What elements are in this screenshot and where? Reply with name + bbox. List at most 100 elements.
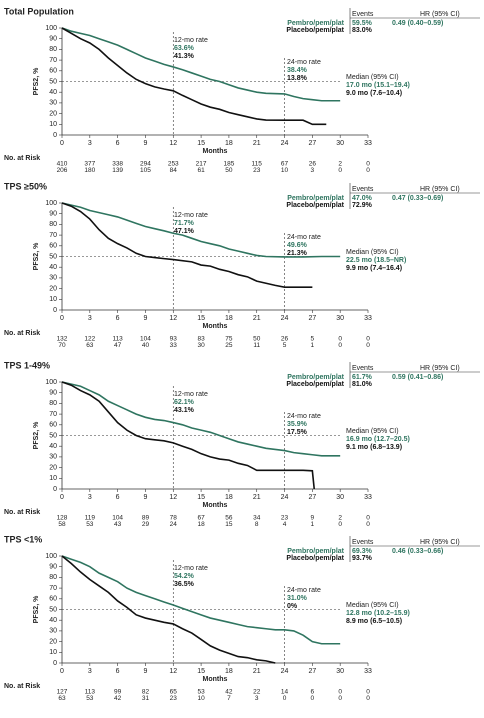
- risk-count: 10: [197, 695, 205, 702]
- x-tick-label: 21: [253, 140, 261, 147]
- x-tick-label: 30: [336, 494, 344, 501]
- x-tick-label: 21: [253, 668, 261, 675]
- rate-12-label: 12-mo rate: [174, 37, 208, 44]
- y-tick-label: 60: [49, 243, 57, 250]
- risk-count: 206: [57, 167, 68, 174]
- hr-value: 0.49 (0.40–0.59): [392, 20, 443, 27]
- x-tick-label: 27: [308, 494, 316, 501]
- risk-count: 0: [338, 336, 342, 343]
- x-tick-label: 9: [144, 140, 148, 147]
- x-tick-label: 30: [336, 315, 344, 322]
- risk-label: No. at Risk: [4, 683, 40, 690]
- risk-count: 70: [58, 342, 66, 349]
- hr-value: 0.59 (0.41–0.86): [392, 374, 443, 381]
- risk-count: 67: [281, 161, 289, 168]
- risk-count: 0: [338, 695, 342, 702]
- risk-count: 26: [309, 161, 317, 168]
- legend-entry: Placebo/pem/plat: [286, 27, 344, 34]
- x-tick-label: 24: [281, 494, 289, 501]
- risk-label: No. at Risk: [4, 155, 40, 162]
- risk-count: 0: [338, 521, 342, 528]
- risk-count: 5: [311, 336, 315, 343]
- events-header: Events: [352, 11, 374, 18]
- x-axis-label: Months: [203, 148, 228, 155]
- rate-24-value: 35.9%: [287, 421, 308, 428]
- x-tick-label: 0: [60, 668, 64, 675]
- y-tick-label: 20: [49, 110, 57, 117]
- x-tick-label: 12: [169, 140, 177, 147]
- risk-count: 26: [281, 336, 289, 343]
- risk-count: 410: [57, 161, 68, 168]
- hr-header: HR (95% CI): [420, 365, 460, 372]
- risk-count: 11: [253, 342, 260, 349]
- legend-entry: Pembro/pem/plat: [287, 195, 344, 202]
- x-tick-label: 0: [60, 140, 64, 147]
- median-value: 8.9 mo (6.5–10.5): [346, 618, 402, 625]
- legend-entry: Placebo/pem/plat: [286, 381, 344, 388]
- events-value: 59.5%: [352, 20, 373, 27]
- y-tick-label: 0: [53, 486, 57, 493]
- risk-count: 253: [168, 161, 179, 168]
- risk-count: 10: [281, 167, 289, 174]
- y-tick-label: 60: [49, 422, 57, 429]
- risk-count: 185: [223, 161, 234, 168]
- risk-count: 23: [281, 515, 289, 522]
- legend-entry: Pembro/pem/plat: [287, 20, 344, 27]
- legend-entry: Pembro/pem/plat: [287, 374, 344, 381]
- rate-24-value: 49.6%: [287, 242, 308, 249]
- x-tick-label: 15: [197, 668, 205, 675]
- rate-12-label: 12-mo rate: [174, 391, 208, 398]
- events-value: 47.0%: [352, 195, 373, 202]
- risk-count: 42: [114, 695, 122, 702]
- risk-count: 0: [366, 167, 370, 174]
- risk-count: 53: [86, 695, 94, 702]
- y-tick-label: 0: [53, 132, 57, 139]
- risk-count: 50: [225, 167, 233, 174]
- x-tick-label: 3: [88, 315, 92, 322]
- x-tick-label: 21: [253, 494, 261, 501]
- risk-count: 2: [338, 161, 342, 168]
- events-header: Events: [352, 365, 374, 372]
- risk-count: 1: [311, 521, 315, 528]
- y-tick-label: 70: [49, 57, 57, 64]
- risk-count: 0: [338, 689, 342, 696]
- risk-count: 128: [57, 515, 68, 522]
- x-tick-label: 3: [88, 140, 92, 147]
- panel-title: Total Population: [4, 6, 74, 16]
- y-tick-label: 70: [49, 232, 57, 239]
- legend-entry: Placebo/pem/plat: [286, 555, 344, 562]
- risk-count: 23: [253, 167, 261, 174]
- risk-count: 25: [225, 342, 233, 349]
- risk-count: 3: [311, 167, 315, 174]
- rate-24-label: 24-mo rate: [287, 587, 321, 594]
- x-axis-label: Months: [203, 323, 228, 330]
- x-tick-label: 6: [116, 140, 120, 147]
- risk-count: 18: [197, 521, 205, 528]
- x-tick-label: 18: [225, 668, 233, 675]
- y-tick-label: 40: [49, 443, 57, 450]
- x-tick-label: 9: [144, 668, 148, 675]
- rate-12-value: 63.6%: [174, 45, 195, 52]
- y-tick-label: 0: [53, 660, 57, 667]
- x-tick-label: 30: [336, 140, 344, 147]
- events-value: 69.3%: [352, 548, 373, 555]
- x-tick-label: 15: [197, 494, 205, 501]
- risk-count: 5: [283, 342, 287, 349]
- risk-count: 29: [142, 521, 150, 528]
- y-tick-label: 60: [49, 596, 57, 603]
- risk-count: 75: [225, 336, 233, 343]
- y-tick-label: 100: [45, 200, 57, 207]
- rate-12-value: 43.1%: [174, 407, 195, 414]
- x-tick-label: 30: [336, 668, 344, 675]
- risk-count: 14: [281, 689, 289, 696]
- risk-count: 1: [311, 342, 315, 349]
- rate-24-label: 24-mo rate: [287, 413, 321, 420]
- risk-count: 30: [197, 342, 205, 349]
- risk-count: 84: [170, 167, 178, 174]
- x-tick-label: 6: [116, 668, 120, 675]
- y-tick-label: 10: [49, 649, 57, 656]
- risk-count: 115: [252, 161, 263, 168]
- risk-count: 294: [140, 161, 151, 168]
